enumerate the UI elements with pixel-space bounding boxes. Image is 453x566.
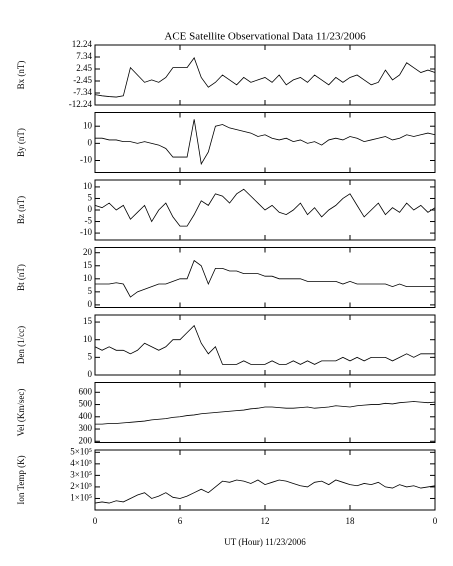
x-tick-label: 0 <box>93 516 98 526</box>
y-tick-label: 20 <box>83 247 93 257</box>
y-axis-label: Vel (Km/sec) <box>16 389 26 437</box>
y-tick-label: 0 <box>88 137 93 147</box>
y-axis-label: Bt (nT) <box>16 264 26 291</box>
y-tick-label: 4×10⁵ <box>70 458 92 468</box>
y-tick-label: 12.24 <box>72 39 93 49</box>
x-tick-label: 6 <box>178 516 183 526</box>
x-tick-label: 12 <box>261 516 270 526</box>
data-line <box>95 119 436 166</box>
y-tick-label: 200 <box>79 435 93 445</box>
y-tick-label: -10 <box>80 227 92 237</box>
y-tick-label: 300 <box>79 423 93 433</box>
y-tick-label: 10 <box>83 273 93 283</box>
y-tick-label: 0 <box>88 299 93 309</box>
y-tick-label: 7.34 <box>76 51 92 61</box>
y-tick-label: 500 <box>79 399 93 409</box>
panel-frame <box>94 247 436 308</box>
y-tick-label: 10 <box>83 181 93 191</box>
data-line <box>94 324 435 365</box>
y-tick-label: 15 <box>83 260 93 270</box>
y-axis-label: Bz (nT) <box>16 196 26 224</box>
y-tick-label: 2.45 <box>76 63 92 73</box>
y-tick-label: 10 <box>83 334 93 344</box>
y-tick-label: 15 <box>83 316 93 326</box>
y-tick-label: 5 <box>88 351 93 361</box>
y-axis-label: By (nT) <box>16 128 26 157</box>
data-line <box>95 401 436 425</box>
data-line <box>95 259 435 298</box>
y-axis-label: Bx (nT) <box>16 61 26 90</box>
y-tick-label: 2×10⁵ <box>70 481 92 491</box>
y-tick-label: -12.24 <box>69 99 93 109</box>
panel-frame <box>94 382 436 443</box>
y-tick-label: 0 <box>88 204 93 214</box>
data-line <box>94 188 436 227</box>
y-tick-label: 5 <box>88 286 93 296</box>
y-tick-label: 1×10⁵ <box>70 493 92 503</box>
y-tick-label: 0 <box>88 369 93 379</box>
y-tick-label: -2.45 <box>73 75 92 85</box>
y-tick-label: 5 <box>88 193 93 203</box>
y-axis-label: Den (1/cc) <box>16 326 26 364</box>
y-tick-label: 400 <box>79 411 93 421</box>
x-tick-label: 18 <box>346 516 356 526</box>
panel-frame <box>94 112 436 173</box>
panel-frame <box>94 44 436 106</box>
data-line <box>94 479 436 504</box>
y-tick-label: 3×10⁵ <box>70 469 92 479</box>
y-tick-label: 600 <box>79 386 93 396</box>
panel-frame <box>94 314 436 376</box>
y-axis-label: Ion Temp (K) <box>16 455 26 504</box>
chart-title: ACE Satellite Observational Data 11/23/2… <box>164 31 366 43</box>
x-tick-label: 0 <box>433 516 438 526</box>
x-axis-label: UT (Hour) 11/23/2006 <box>224 537 306 547</box>
y-tick-label: -7.34 <box>73 87 92 97</box>
y-tick-label: 10 <box>83 120 93 130</box>
data-line <box>94 56 436 98</box>
y-tick-label: 5×10⁵ <box>70 446 92 456</box>
panel-frame <box>94 449 436 511</box>
y-tick-label: -5 <box>85 216 93 226</box>
y-tick-label: -10 <box>80 155 92 165</box>
